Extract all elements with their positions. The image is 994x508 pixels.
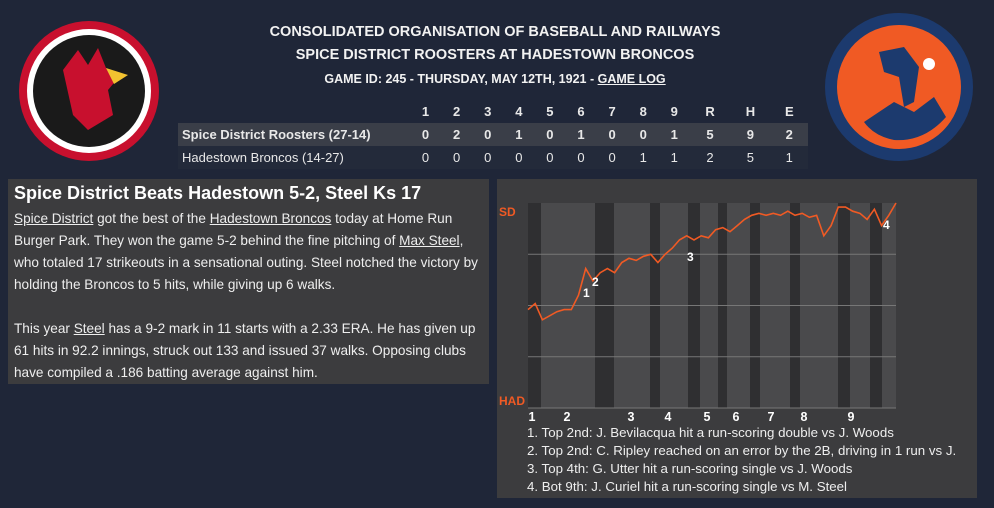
score-cell: 0 xyxy=(534,146,566,169)
score-cell: 2 xyxy=(689,146,731,169)
column-header: 9 xyxy=(670,104,678,119)
inning-label: 3 xyxy=(628,410,635,424)
matchup: SPICE DISTRICT ROOSTERS AT HADESTOWN BRO… xyxy=(295,47,695,63)
inning-label: 2 xyxy=(564,410,571,424)
scoring-note: 4. Bot 9th: J. Curiel hit a run-scoring … xyxy=(527,479,848,494)
league-name: CONSOLIDATED ORGANISATION OF BASEBALL AN… xyxy=(269,24,721,40)
paragraph: Spice District got the best of the Hades… xyxy=(14,208,483,296)
link[interactable]: Hadestown Broncos xyxy=(209,211,332,226)
bottom-team-label: HAD xyxy=(499,394,525,408)
column-header xyxy=(178,100,410,123)
column-header: 2 xyxy=(453,104,461,119)
team-row: Hadestown Broncos (14-27) 0 0 0 0 0 0 0 1 1 2 5 1 xyxy=(178,146,808,169)
score-cell: 0 xyxy=(410,146,442,169)
inning-label: 1 xyxy=(529,410,536,424)
game-info: GAME ID: 245 - THURSDAY, MAY 12TH, 1921 … xyxy=(324,72,598,86)
column-header: 3 xyxy=(484,104,492,119)
column-header: E xyxy=(784,104,794,119)
scoring-notes: 1. Top 2nd: J. Bevilacqua hit a run-scor… xyxy=(527,424,956,496)
score-cell: 2 xyxy=(770,123,808,146)
score-cell: 5 xyxy=(689,123,731,146)
column-header: 8 xyxy=(639,104,647,119)
score-cell: 5 xyxy=(730,146,771,169)
score-cell: 0 xyxy=(627,123,659,146)
text: , who totaled 17 strikeouts in a sensati… xyxy=(14,233,478,292)
column-header: 1 xyxy=(421,104,430,119)
play-marker: 2 xyxy=(592,275,599,289)
inning-label: 4 xyxy=(665,410,672,424)
column-header: 7 xyxy=(608,104,616,119)
home-logo xyxy=(825,13,973,161)
column-header: H xyxy=(745,104,756,119)
score-cell: 1 xyxy=(658,146,690,169)
score-cell: 1 xyxy=(565,123,597,146)
score-cell: 0 xyxy=(441,146,473,169)
play-marker: 4 xyxy=(883,218,890,232)
column-header: 4 xyxy=(515,104,523,119)
story-title: Spice District Beats Hadestown 5-2, Stee… xyxy=(14,183,422,203)
scoring-note: 1. Top 2nd: J. Bevilacqua hit a run-scor… xyxy=(527,425,894,440)
scoring-note: 3. Top 4th: G. Utter hit a run-scoring s… xyxy=(527,461,853,476)
scoring-note: 2. Top 2nd: C. Ripley reached on an erro… xyxy=(527,443,957,458)
score-cell: 2 xyxy=(441,123,473,146)
play-marker: 1 xyxy=(583,286,590,300)
text: has a 9-2 mark in 11 starts with a 2.33 … xyxy=(14,321,476,380)
inning-label: 8 xyxy=(801,410,808,424)
score-cell: 0 xyxy=(472,123,504,146)
score-cell: 9 xyxy=(730,123,771,146)
away-logo xyxy=(19,21,159,161)
box-score: 1 2 3 4 5 6 7 8 9 R H E Spice District Roosters (27-… xyxy=(178,100,808,169)
win-probability-panel: SD HAD 1 2 3 4 1 2 3 4 5 6 7 8 9 1. Top 2nd: J. Bevila… xyxy=(497,179,977,498)
score-cell: 1 xyxy=(503,123,535,146)
text: got the best of the xyxy=(93,211,210,226)
play-marker: 3 xyxy=(687,250,694,264)
inning-label: 9 xyxy=(848,410,855,424)
score-cell: 1 xyxy=(658,123,690,146)
score-cell: 0 xyxy=(596,146,628,169)
column-header: 5 xyxy=(546,104,554,119)
team-row: Spice District Roosters (27-14) 0 2 0 1 0 1 0 0 1… xyxy=(178,123,808,146)
link[interactable]: Max Steel xyxy=(399,233,460,248)
inning-label: 6 xyxy=(733,410,740,424)
header-row: 1 2 3 4 5 6 7 8 9 R H E xyxy=(178,100,808,123)
score-cell: 0 xyxy=(410,123,442,146)
link[interactable]: Spice District xyxy=(14,211,94,226)
win-probability-line xyxy=(527,202,897,321)
game-log-link[interactable]: GAME LOG xyxy=(597,72,666,86)
score-cell: 1 xyxy=(627,146,659,169)
column-header: 6 xyxy=(577,104,585,119)
score-cell: 0 xyxy=(503,146,535,169)
text: This year xyxy=(14,321,74,336)
inning-label: 7 xyxy=(768,410,775,424)
link[interactable]: Steel xyxy=(73,321,105,336)
team-name: Hadestown Broncos (14-27) xyxy=(178,146,410,169)
inning-label: 5 xyxy=(704,410,711,424)
score-cell: 0 xyxy=(472,146,504,169)
score-cell: 0 xyxy=(565,146,597,169)
paragraph: This year Steel has a 9-2 mark in 11 sta… xyxy=(14,318,483,384)
game-story: Spice District Beats Hadestown 5-2, Stee… xyxy=(8,179,489,384)
column-header: R xyxy=(705,104,715,119)
score-cell: 0 xyxy=(534,123,566,146)
text: today at Home Run Burger Park. They won … xyxy=(14,211,453,248)
top-team-label: SD xyxy=(499,205,516,219)
score-cell: 0 xyxy=(596,123,628,146)
score-cell: 1 xyxy=(770,146,808,169)
game-info-line: GAME ID: 245 - THURSDAY, MAY 12TH, 1921 … xyxy=(200,72,790,86)
team-name: Spice District Roosters (27-14) xyxy=(178,123,410,146)
